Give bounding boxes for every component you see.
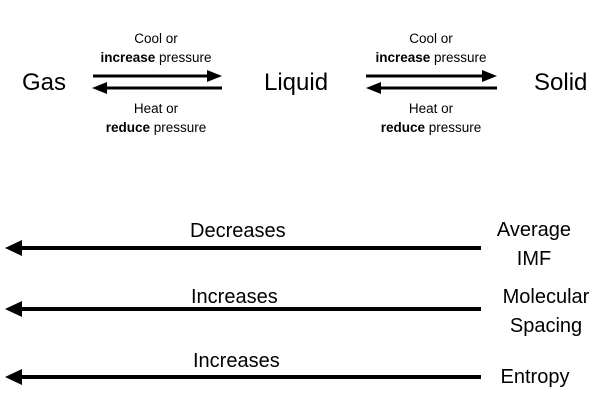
condition-line-heat: Heat or: [133, 101, 179, 116]
trend-arrow-entropy: [5, 369, 481, 385]
condition-pressure-word: pressure: [155, 50, 212, 65]
condition-reverse-liquid-solid: Heat or reduce pressure: [366, 99, 496, 137]
condition-pressure-word: pressure: [425, 120, 482, 135]
condition-reverse-gas-liquid: Heat or reduce pressure: [91, 99, 221, 137]
equilibrium-arrows-gas-liquid: [92, 70, 222, 94]
state-liquid: Liquid: [264, 69, 329, 96]
reverse-arrow-solid-to-liquid: [366, 82, 497, 94]
property-line: Molecular: [502, 286, 590, 308]
property-line: Entropy: [500, 366, 570, 388]
condition-emphasis: increase: [100, 50, 156, 65]
condition-line-pressure: increase pressure: [91, 48, 221, 67]
condition-emphasis: increase: [375, 50, 431, 65]
forward-arrow-gas-to-liquid: [93, 70, 222, 82]
equilibrium-arrows-liquid-solid: [366, 70, 497, 94]
condition-pressure-word: pressure: [150, 120, 207, 135]
property-molecular-spacing: Molecular Spacing: [488, 283, 604, 341]
property-line: IMF: [516, 248, 552, 270]
reverse-arrow-liquid-to-gas: [92, 82, 222, 94]
trend-arrow-molecular-spacing: [5, 301, 481, 317]
trend-label-average-imf: Decreases: [190, 220, 286, 242]
state-gas: Gas: [22, 69, 67, 96]
trend-label-molecular-spacing: Increases: [191, 286, 278, 308]
condition-forward-gas-liquid: Cool or increase pressure: [91, 29, 221, 67]
forward-arrow-liquid-to-solid: [366, 70, 497, 82]
condition-forward-liquid-solid: Cool or increase pressure: [366, 29, 496, 67]
condition-line-pressure: reduce pressure: [366, 118, 496, 137]
condition-pressure-word: pressure: [430, 50, 487, 65]
property-line: Average: [496, 219, 572, 241]
condition-line-cool: Cool or: [409, 31, 453, 46]
property-average-imf: Average IMF: [484, 216, 584, 274]
condition-line-pressure: reduce pressure: [91, 118, 221, 137]
condition-line-heat: Heat or: [408, 101, 454, 116]
state-solid: Solid: [534, 69, 588, 96]
trend-arrow-average-imf: [5, 240, 481, 256]
condition-line-cool: Cool or: [134, 31, 178, 46]
trend-label-entropy: Increases: [193, 350, 280, 372]
property-entropy: Entropy: [485, 363, 585, 392]
condition-emphasis: reduce: [380, 120, 425, 135]
condition-emphasis: reduce: [105, 120, 150, 135]
property-line: Spacing: [509, 315, 583, 337]
condition-line-pressure: increase pressure: [366, 48, 496, 67]
